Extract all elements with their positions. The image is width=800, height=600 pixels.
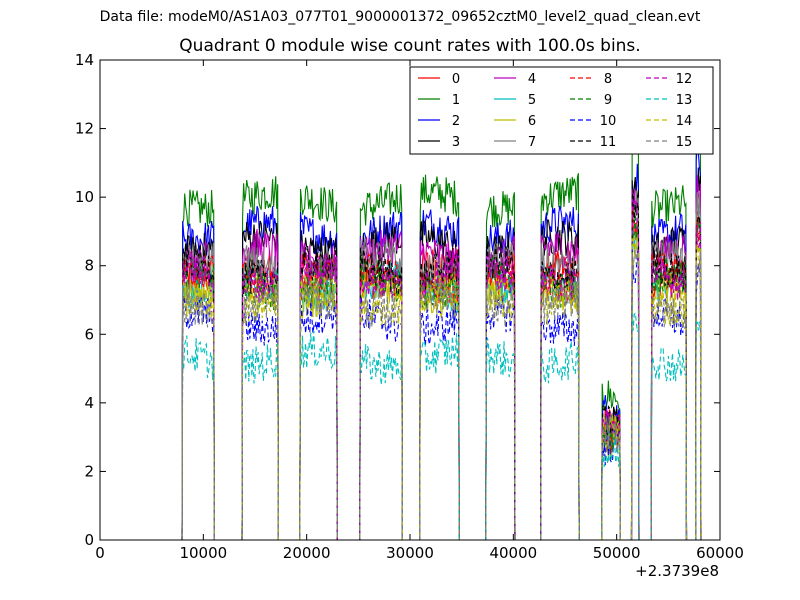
y-tick-label: 6 [84,325,94,343]
legend-label: 11 [600,135,617,150]
legend-label: 1 [452,93,460,108]
legend-label: 7 [528,135,536,150]
legend-label: 9 [604,93,612,108]
series-line-9 [180,210,702,541]
y-tick-label: 8 [84,257,94,275]
data-file-title: Data file: modeM0/AS1A03_077T01_90000013… [99,9,701,25]
legend-label: 13 [676,93,693,108]
y-tick-label: 12 [75,120,94,138]
legend-label: 15 [676,135,693,150]
legend-label: 4 [528,72,536,87]
chart-title: Quadrant 0 module wise count rates with … [179,36,641,56]
y-tick-label: 14 [75,51,94,69]
legend-label: 3 [452,135,460,150]
legend-label: 8 [604,72,612,87]
legend-label: 14 [676,114,693,129]
x-tick-label: 10000 [179,544,227,562]
series-line-14 [180,234,702,541]
legend-box [409,66,714,155]
y-tick-label: 4 [84,394,94,412]
series-line-1 [180,113,702,541]
legend-label: 5 [528,93,536,108]
x-tick-label: 30000 [386,544,434,562]
x-tick-label: 60000 [696,544,744,562]
x-tick-label: 40000 [489,544,537,562]
axis-ticks: 0 10000 20000 30000 40000 50000 60000024681012… [75,51,744,562]
legend-label: 2 [452,114,460,129]
x-tick-label: 0 [95,544,105,562]
series-line-13 [180,301,702,541]
series-line-8 [180,208,702,541]
y-tick-label: 2 [84,462,94,480]
series-line-11 [180,189,702,541]
x-tick-label: 50000 [593,544,641,562]
x-axis-offset-label: +2.3739e8 [635,562,719,580]
y-tick-label: 0 [84,531,94,549]
plot-lines [180,113,702,541]
y-tick-label: 10 [75,188,94,206]
legend-label: 6 [528,114,536,129]
legend-label: 12 [676,72,693,87]
legend-label: 0 [452,72,460,87]
legend-label: 10 [600,114,617,129]
series-line-0 [180,209,702,541]
x-tick-label: 20000 [283,544,331,562]
series-line-15 [180,248,702,541]
